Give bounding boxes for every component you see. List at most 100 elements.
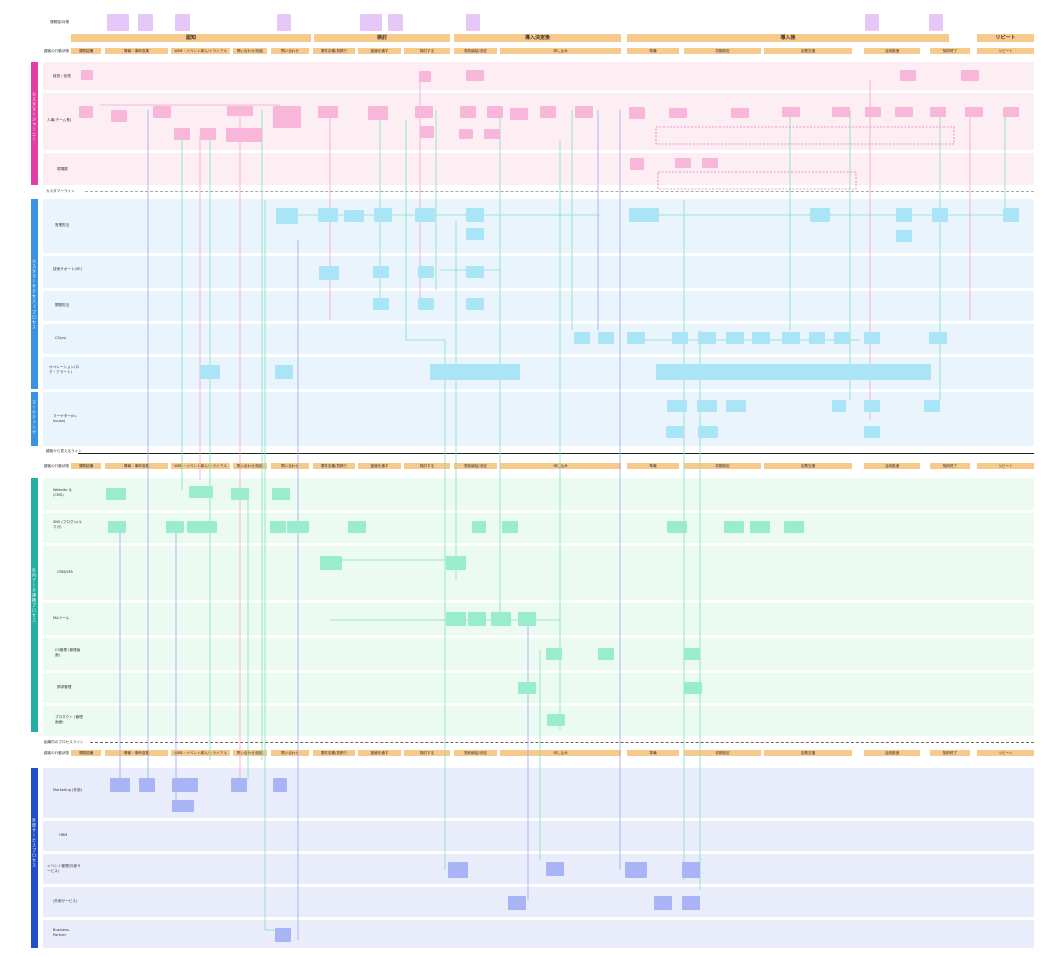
data-node[interactable] [108, 521, 126, 533]
data-node[interactable] [187, 521, 217, 533]
journey-node[interactable] [460, 106, 476, 118]
data-node[interactable] [320, 556, 342, 570]
journey-node[interactable] [510, 108, 528, 120]
process-node[interactable] [726, 400, 746, 412]
journey-node[interactable] [782, 107, 800, 117]
process-node[interactable] [200, 365, 220, 379]
data-node[interactable] [518, 682, 536, 694]
journey-node[interactable] [702, 158, 718, 168]
process-node[interactable] [466, 208, 484, 222]
data-node[interactable] [502, 521, 518, 533]
external-node[interactable] [682, 896, 700, 910]
process-node[interactable] [698, 332, 716, 344]
process-node[interactable] [864, 426, 880, 438]
data-node[interactable] [784, 521, 804, 533]
process-node[interactable] [466, 266, 484, 278]
process-node[interactable] [1003, 208, 1019, 222]
process-node[interactable] [276, 208, 298, 224]
data-node[interactable] [750, 521, 770, 533]
journey-node[interactable] [81, 70, 93, 80]
journey-node[interactable] [629, 107, 645, 119]
external-node[interactable] [654, 896, 672, 910]
data-node[interactable] [189, 486, 213, 498]
process-node[interactable] [809, 332, 825, 344]
journey-node[interactable] [865, 107, 881, 117]
journey-node[interactable] [731, 108, 749, 118]
data-node[interactable] [684, 648, 700, 660]
external-node[interactable] [273, 778, 287, 792]
process-node[interactable] [574, 332, 590, 344]
process-node[interactable] [373, 298, 389, 310]
data-node[interactable] [468, 612, 486, 626]
process-node[interactable] [344, 210, 364, 222]
process-node[interactable] [667, 400, 687, 412]
data-node[interactable] [166, 521, 184, 533]
process-node[interactable] [832, 400, 846, 412]
data-node[interactable] [231, 488, 249, 500]
journey-node[interactable] [675, 158, 691, 168]
journey-node[interactable] [575, 106, 593, 118]
data-node[interactable] [472, 521, 486, 533]
journey-node[interactable] [630, 158, 644, 170]
process-node[interactable] [864, 400, 880, 412]
process-node[interactable] [666, 426, 684, 438]
journey-node[interactable] [459, 129, 473, 139]
process-node[interactable] [896, 208, 912, 222]
journey-node[interactable] [227, 106, 253, 116]
external-node[interactable] [546, 862, 564, 876]
process-node[interactable] [598, 332, 614, 344]
process-node[interactable] [752, 332, 770, 344]
external-node[interactable] [275, 928, 291, 942]
journey-node[interactable] [419, 71, 431, 82]
journey-node[interactable] [318, 106, 338, 118]
process-node[interactable] [374, 208, 392, 222]
data-node[interactable] [547, 714, 565, 726]
process-node[interactable] [896, 230, 912, 242]
process-node[interactable] [726, 332, 744, 344]
data-node[interactable] [667, 521, 687, 533]
external-node[interactable] [682, 862, 700, 878]
journey-node[interactable] [895, 107, 913, 117]
data-node[interactable] [272, 488, 290, 500]
process-node[interactable] [629, 208, 659, 222]
process-node[interactable] [466, 228, 484, 240]
journey-node[interactable] [961, 70, 979, 81]
data-node[interactable] [106, 488, 126, 500]
journey-node[interactable] [930, 107, 946, 117]
external-node[interactable] [110, 778, 130, 792]
external-node[interactable] [139, 778, 155, 792]
external-node[interactable] [508, 896, 526, 910]
journey-node[interactable] [420, 126, 434, 138]
process-node[interactable] [698, 426, 718, 438]
process-node[interactable] [418, 266, 434, 278]
process-node[interactable] [418, 298, 434, 310]
process-node[interactable] [275, 365, 293, 379]
data-node[interactable] [684, 682, 702, 694]
journey-node[interactable] [487, 106, 503, 118]
process-node[interactable] [834, 332, 850, 344]
data-node[interactable] [598, 648, 614, 660]
process-node[interactable] [415, 208, 435, 222]
journey-node[interactable] [1003, 107, 1019, 117]
journey-node[interactable] [540, 106, 556, 118]
data-node[interactable] [446, 612, 466, 626]
journey-node[interactable] [669, 108, 687, 118]
journey-node[interactable] [368, 106, 388, 120]
data-node[interactable] [270, 521, 286, 533]
journey-node[interactable] [900, 70, 916, 81]
journey-node[interactable] [965, 107, 983, 117]
journey-node[interactable] [466, 70, 484, 81]
data-node[interactable] [546, 648, 562, 660]
journey-node[interactable] [832, 107, 850, 117]
process-node[interactable] [932, 208, 948, 222]
journey-node[interactable] [415, 106, 433, 118]
process-node[interactable] [672, 332, 688, 344]
journey-node[interactable] [153, 106, 171, 118]
journey-node[interactable] [79, 106, 93, 118]
data-node[interactable] [287, 521, 309, 533]
external-node[interactable] [172, 800, 194, 812]
process-node[interactable] [627, 332, 645, 344]
external-node[interactable] [172, 778, 198, 792]
process-node[interactable] [810, 208, 830, 222]
process-node[interactable] [319, 266, 339, 280]
